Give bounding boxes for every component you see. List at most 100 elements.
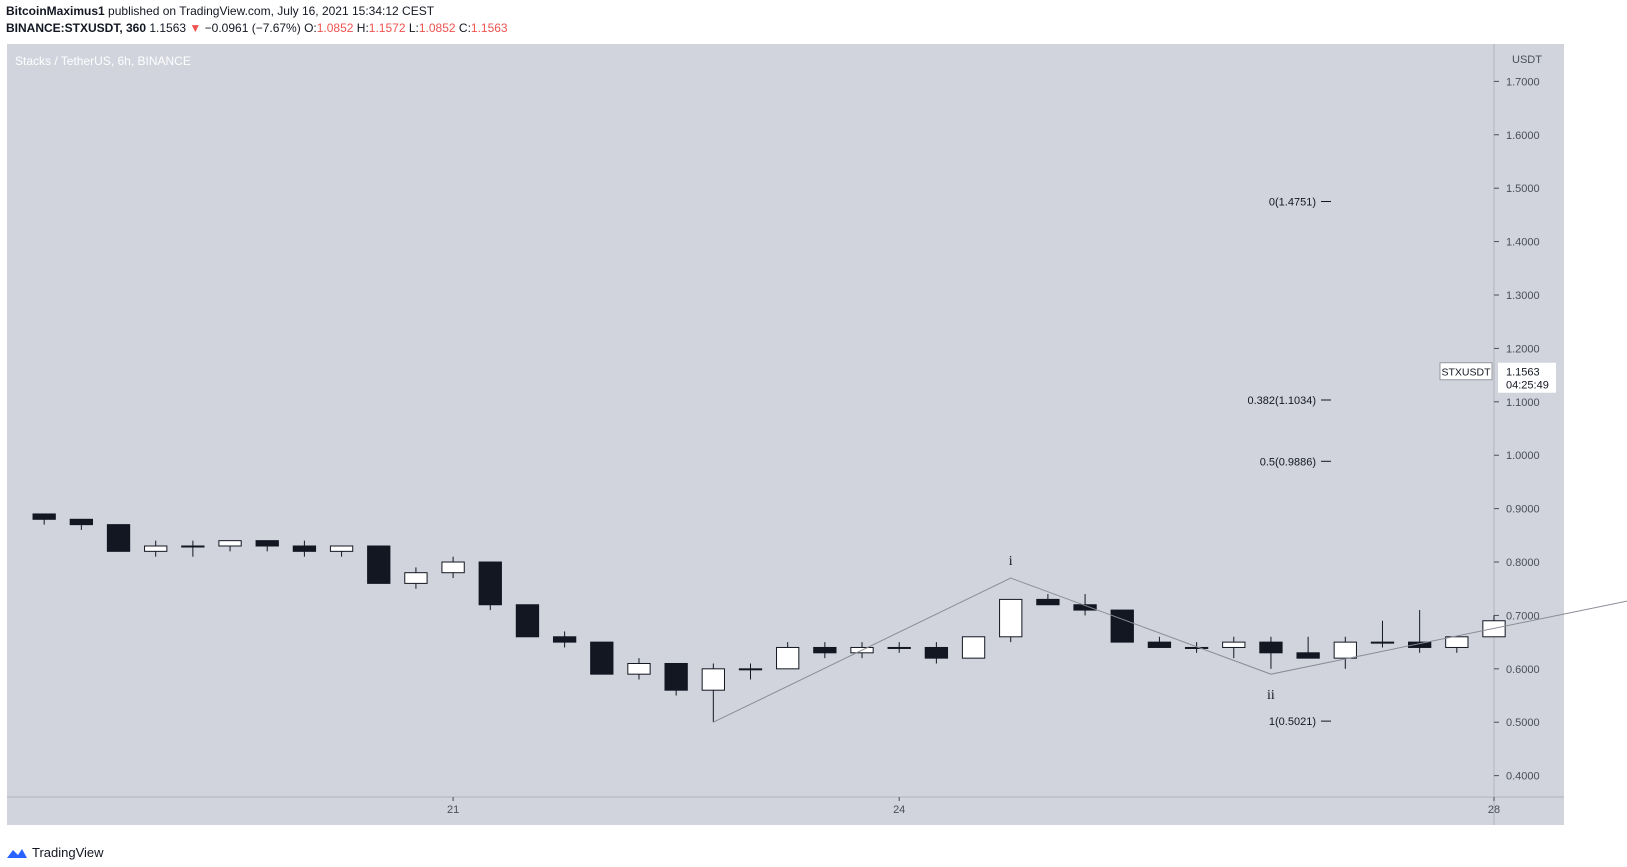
candle-body-down xyxy=(69,518,94,526)
candle xyxy=(1222,636,1246,659)
candle-body-up xyxy=(1445,636,1469,648)
symbol-tag-label: STXUSDT xyxy=(1441,367,1491,379)
candle xyxy=(664,662,688,696)
time-tick-label: 28 xyxy=(1488,804,1500,816)
ohlc-line: BINANCE:STXUSDT, 360 1.1563 ▼ −0.0961 (−… xyxy=(6,21,508,35)
candle xyxy=(776,642,800,670)
candle-body-down xyxy=(1073,604,1097,611)
published-text: published on TradingView.com, July 16, 2… xyxy=(108,4,435,18)
tradingview-footer[interactable]: TradingView xyxy=(6,845,104,860)
candle-body-up xyxy=(701,668,725,691)
candle xyxy=(69,518,94,530)
price-tick-label: 1.2000 xyxy=(1506,343,1540,355)
symbol-label: BINANCE:STXUSDT, 360 xyxy=(6,21,147,35)
fib-levels: 0(1.4751) 0.382(1.1034) 0.5(0.9886) 1(0.502… xyxy=(1248,196,1331,728)
candle xyxy=(961,636,986,659)
currency-label: USDT xyxy=(1512,54,1542,66)
candle-body-down xyxy=(813,646,837,654)
time-axis-panel[interactable] xyxy=(7,797,1564,825)
price-axis-ticks: 0.4000 0.5000 0.6000 0.7000 0.8000 0.9000 1.00… xyxy=(1494,76,1540,783)
candle xyxy=(1407,610,1432,653)
time-tick-label: 21 xyxy=(447,804,459,816)
candle-body-down xyxy=(367,545,391,584)
candle xyxy=(1445,636,1469,653)
candle xyxy=(1147,636,1172,648)
candle-body-down xyxy=(32,513,56,520)
candle-body-up xyxy=(776,646,800,670)
candle-body-down xyxy=(478,561,502,606)
candle xyxy=(701,663,725,723)
price-tick-label: 1.3000 xyxy=(1506,290,1540,302)
candle xyxy=(441,556,465,579)
candle-body-up xyxy=(1370,641,1395,644)
candle-body-up xyxy=(887,646,911,649)
candle-body-up xyxy=(738,668,763,671)
candle xyxy=(478,561,502,611)
candle-body-up xyxy=(218,540,242,547)
fib-level-label: 0(1.4751) xyxy=(1269,196,1316,208)
publisher-name[interactable]: BitcoinMaximus1 xyxy=(6,4,105,18)
price-tick-label: 0.4000 xyxy=(1506,771,1540,783)
price-axis-panel[interactable] xyxy=(1494,44,1564,797)
symbol-tag-box xyxy=(1439,362,1493,381)
candle xyxy=(292,540,317,557)
candle-body-up xyxy=(1222,641,1246,648)
plot-background xyxy=(7,44,1494,797)
candle-body-up xyxy=(999,598,1023,638)
candle-body-down xyxy=(552,636,577,643)
price-tick-label: 0.5000 xyxy=(1506,717,1540,729)
candle xyxy=(329,545,354,557)
price-tick-label: 0.6000 xyxy=(1506,664,1540,676)
candle-body-down xyxy=(664,662,688,691)
candle-body-up xyxy=(627,662,651,675)
candle xyxy=(404,567,428,589)
open-value: 1.0852 xyxy=(316,21,354,35)
price-value: 1.1563 xyxy=(149,21,187,35)
price-tag-countdown: 04:25:49 xyxy=(1506,380,1549,392)
candle-body-down xyxy=(1407,641,1432,648)
close-label: C: xyxy=(458,21,471,35)
price-tick-label: 1.6000 xyxy=(1506,130,1540,142)
wave-label: i xyxy=(1009,554,1013,569)
open-label: O: xyxy=(304,21,317,35)
change-value: −0.0961 (−7.67%) xyxy=(204,21,301,35)
candle xyxy=(999,598,1023,643)
chart-title: Stacks / TetherUS, 6h, BINANCE xyxy=(15,54,191,68)
candle-body-down xyxy=(515,604,540,638)
tradingview-logo-icon xyxy=(7,848,27,858)
price-tick-label: 1.7000 xyxy=(1506,76,1540,88)
price-tick-label: 0.9000 xyxy=(1506,504,1540,516)
candle-body-down xyxy=(1259,641,1283,654)
candle-body-down xyxy=(1147,641,1172,648)
candle xyxy=(738,663,763,680)
candle xyxy=(515,604,540,638)
candle xyxy=(144,540,168,557)
candle-body-down xyxy=(590,641,614,675)
candle-body-up xyxy=(181,545,205,548)
price-tick-label: 1.1000 xyxy=(1506,397,1540,409)
candle xyxy=(924,642,949,664)
candle xyxy=(106,524,131,552)
candle xyxy=(627,658,651,680)
price-tick-label: 1.5000 xyxy=(1506,183,1540,195)
candle xyxy=(1110,609,1134,643)
price-tick-label: 1.0000 xyxy=(1506,450,1540,462)
candle-body-up xyxy=(441,561,465,574)
time-axis-ticks: 212428Jul581215192226 xyxy=(447,797,1500,816)
candle xyxy=(1333,636,1357,669)
high-value: 1.1572 xyxy=(368,21,406,35)
candle-body-up xyxy=(404,572,428,584)
candle-body-down xyxy=(1296,652,1320,659)
high-label: H: xyxy=(356,21,369,35)
close-value: 1.1563 xyxy=(470,21,508,35)
candle-body-down xyxy=(1110,609,1134,643)
candle xyxy=(1370,620,1395,648)
price-tag-box xyxy=(1498,362,1556,393)
price-tag-value: 1.1563 xyxy=(1506,367,1540,379)
wave-label: ii xyxy=(1267,688,1275,703)
candle xyxy=(887,642,911,653)
candle-body-up xyxy=(329,545,354,552)
candle-body-down xyxy=(924,646,949,659)
